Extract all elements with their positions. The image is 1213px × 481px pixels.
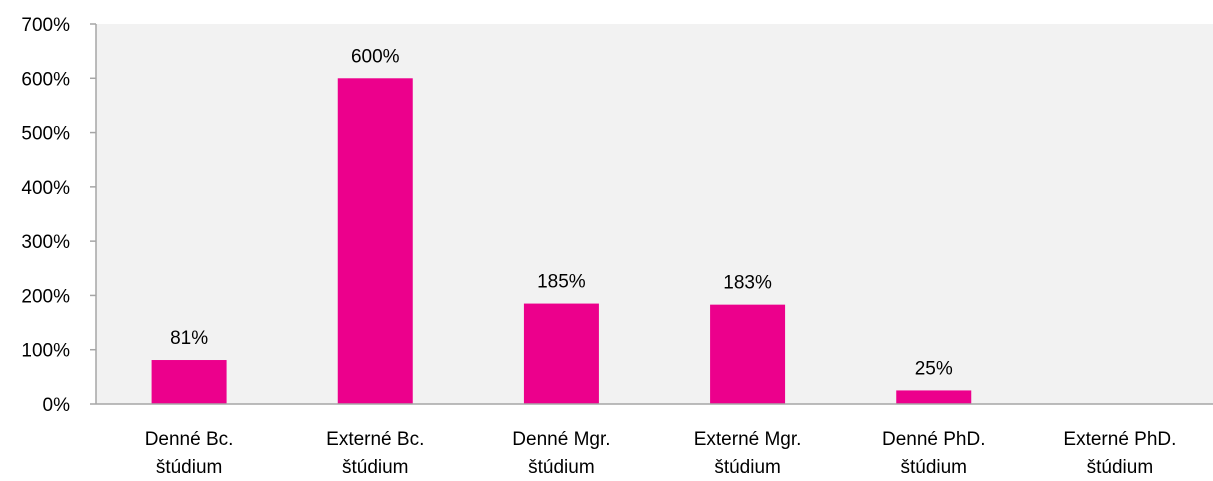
x-category-label-line: Externé Bc.: [326, 429, 424, 450]
x-category-label-line: štúdium: [900, 457, 967, 478]
y-tick-label: 300%: [21, 232, 70, 253]
bar: [523, 303, 599, 404]
y-axis-ticks: 0% 100% 200% 300% 400% 500% 600% 700%: [21, 15, 96, 416]
data-label: 185%: [537, 272, 586, 293]
plot-area: [96, 24, 1213, 404]
y-tick-label: 100%: [21, 341, 70, 362]
y-tick-label: 500%: [21, 124, 70, 145]
x-category-label-line: Denné PhD.: [882, 429, 986, 450]
x-category-label: Externé Mgr. štúdium: [694, 429, 802, 478]
x-category-label-line: Externé Mgr.: [694, 429, 802, 450]
x-category-label-line: štúdium: [156, 457, 223, 478]
y-tick-label: 400%: [21, 178, 70, 199]
bars: [151, 78, 972, 405]
data-label: 25%: [915, 358, 953, 379]
data-labels: 81% 600% 185% 183% 25%: [170, 46, 953, 379]
y-tick-label: 200%: [21, 286, 70, 307]
bar: [896, 390, 972, 404]
y-tick-label: 600%: [21, 69, 70, 90]
x-category-label-line: štúdium: [1087, 457, 1154, 478]
x-category-label-line: Denné Mgr.: [512, 429, 610, 450]
bar: [337, 78, 413, 405]
data-label: 81%: [170, 328, 208, 349]
bar: [151, 360, 227, 404]
x-category-label-line: Denné Bc.: [145, 429, 234, 450]
x-category-label: Externé PhD. štúdium: [1063, 429, 1176, 478]
x-category-label-line: štúdium: [528, 457, 595, 478]
data-label: 600%: [351, 46, 400, 67]
x-category-label: Denné Bc. štúdium: [145, 429, 234, 478]
bar: [710, 304, 786, 404]
x-category-label-line: Externé PhD.: [1063, 429, 1176, 450]
x-category-label-line: štúdium: [342, 457, 409, 478]
data-label: 183%: [723, 273, 772, 294]
y-tick-label: 0%: [43, 395, 71, 416]
x-category-label: Denné PhD. štúdium: [882, 429, 986, 478]
x-category-label: Denné Mgr. štúdium: [512, 429, 610, 478]
x-category-label: Externé Bc. štúdium: [326, 429, 424, 478]
x-category-label-line: štúdium: [714, 457, 781, 478]
y-tick-label: 700%: [21, 15, 70, 36]
